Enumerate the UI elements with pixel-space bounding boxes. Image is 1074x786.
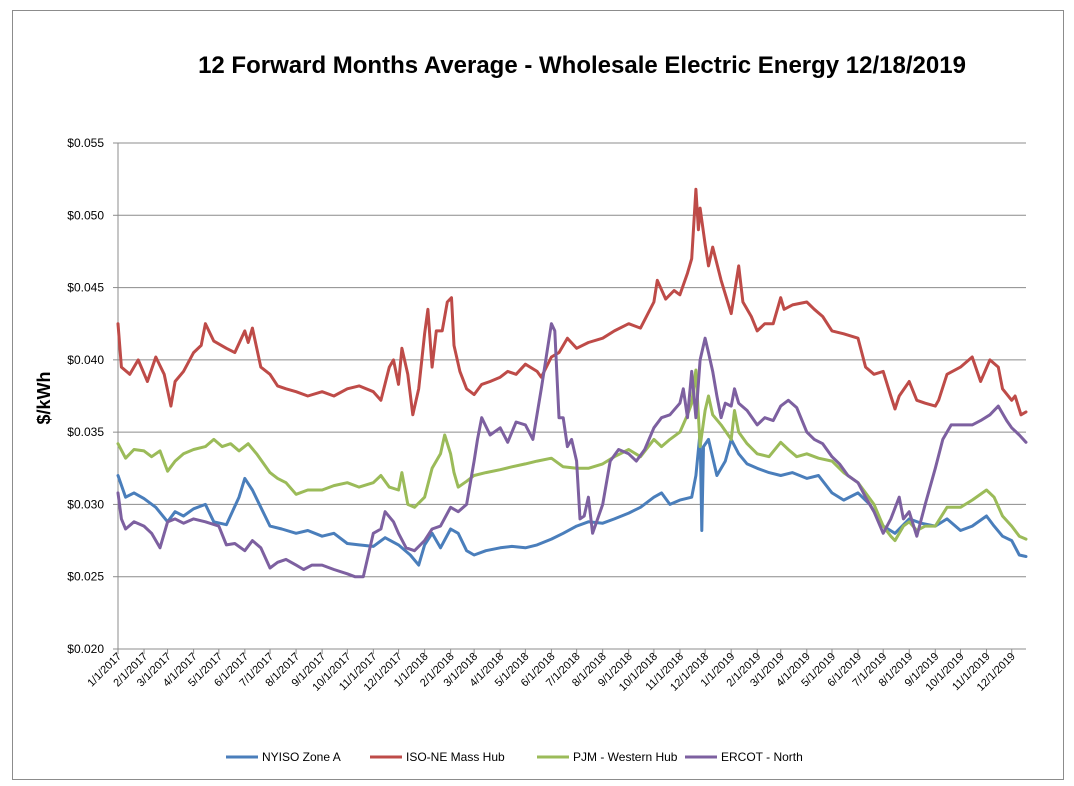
legend-label: PJM - Western Hub [573, 750, 678, 764]
x-axis-ticks: 1/1/20172/1/20173/1/20174/1/20175/1/2017… [85, 649, 1018, 694]
axes [117, 143, 1026, 650]
legend-label: NYISO Zone A [262, 750, 341, 764]
y-tick-label: $0.020 [67, 642, 104, 656]
series-lines [116, 187, 1028, 579]
chart-title: 12 Forward Months Average - Wholesale El… [198, 52, 966, 79]
series-line [116, 322, 1028, 579]
y-tick-label: $0.040 [67, 353, 104, 367]
series-line [116, 187, 1028, 417]
series-line [116, 368, 1028, 543]
y-tick-label: $0.055 [67, 136, 104, 150]
legend-item: NYISO Zone A [226, 750, 341, 764]
y-axis-label: $/kWh [34, 371, 54, 424]
legend-item: PJM - Western Hub [537, 750, 678, 764]
gridlines [118, 142, 1026, 578]
chart-frame [12, 10, 1064, 780]
y-tick-label: $0.035 [67, 425, 104, 439]
y-tick-label: $0.050 [67, 208, 104, 222]
legend-item: ERCOT - North [685, 750, 803, 764]
y-axis-ticks: $0.020 $0.025 $0.030 $0.035 $0.040 $0.045 $0.0… [67, 136, 118, 656]
legend: NYISO Zone A ISO-NE Mass Hub PJM - Western… [226, 750, 803, 764]
legend-label: ISO-NE Mass Hub [406, 750, 505, 764]
legend-label: ERCOT - North [721, 750, 803, 764]
y-tick-label: $0.030 [67, 497, 104, 511]
legend-item: ISO-NE Mass Hub [370, 750, 505, 764]
y-tick-label: $0.025 [67, 570, 104, 584]
y-tick-label: $0.045 [67, 281, 104, 295]
series-line [116, 430, 1028, 567]
